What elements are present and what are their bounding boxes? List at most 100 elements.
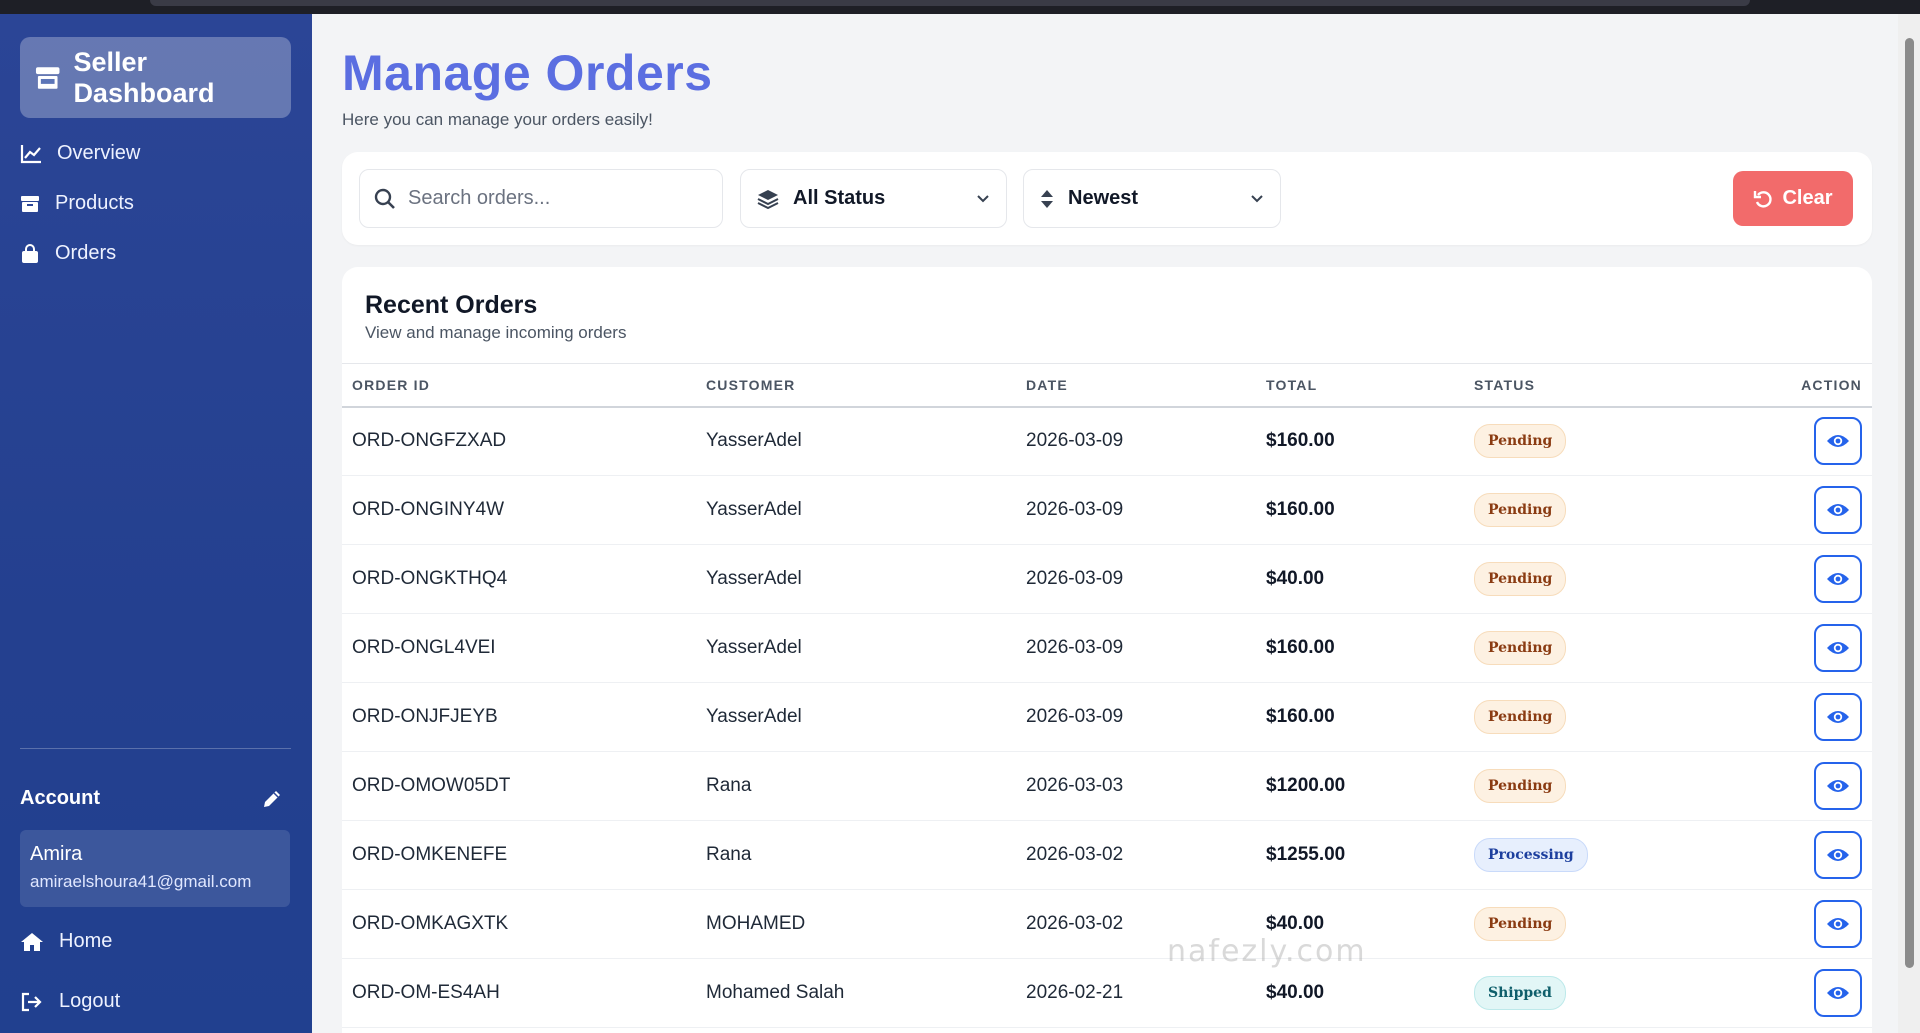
total-cell: $160.00 bbox=[1266, 499, 1335, 520]
status-badge: Pending bbox=[1474, 769, 1567, 803]
order-id-cell: ORD-ONJFJEYB bbox=[352, 706, 498, 727]
eye-icon bbox=[1827, 711, 1849, 723]
date-cell: 2026-02-21 bbox=[1026, 982, 1124, 1003]
sidebar-item-home[interactable]: Home bbox=[20, 930, 112, 953]
view-order-button[interactable] bbox=[1814, 762, 1862, 810]
eye-icon bbox=[1827, 849, 1849, 861]
orders-card: Recent Orders View and manage incoming o… bbox=[342, 267, 1872, 1033]
view-order-button[interactable] bbox=[1814, 555, 1862, 603]
view-order-button[interactable] bbox=[1814, 969, 1862, 1017]
search-input[interactable] bbox=[408, 187, 708, 210]
action-cell bbox=[1704, 614, 1872, 683]
scrollbar-thumb[interactable] bbox=[1905, 38, 1914, 968]
table-row[interactable]: ORD-OMKAGXTK MOHAMED 2026-03-02 $40.00 Pendi… bbox=[342, 890, 1872, 959]
customer-cell: Rana bbox=[706, 775, 752, 796]
sidebar-item-products[interactable]: Products bbox=[20, 192, 134, 215]
order-id-cell: ORD-OMOW05DT bbox=[352, 775, 511, 796]
sidebar-item-label: Products bbox=[55, 192, 134, 214]
table-row[interactable]: ORD-ONGINY4W YasserAdel 2026-03-09 $160.00 P… bbox=[342, 476, 1872, 545]
status-cell: Pending bbox=[1464, 890, 1704, 959]
table-row[interactable]: ORD-ONJFJEYB YasserAdel 2026-03-09 $160.00 P… bbox=[342, 683, 1872, 752]
date-cell: 2026-03-09 bbox=[1026, 430, 1124, 452]
table-row[interactable]: ORD-OMOW05DT Rana 2026-03-03 $1200.00 Pendin… bbox=[342, 752, 1872, 821]
status-cell: Pending bbox=[1464, 752, 1704, 821]
column-header-order-id[interactable]: ORDER ID bbox=[352, 376, 431, 393]
customer-cell: MOHAMED bbox=[706, 913, 806, 934]
action-cell bbox=[1704, 545, 1872, 614]
view-order-button[interactable] bbox=[1814, 831, 1862, 879]
chevron-down-icon bbox=[1251, 194, 1263, 202]
date-cell: 2026-03-03 bbox=[1026, 775, 1124, 796]
sidebar-item-orders[interactable]: Orders bbox=[20, 242, 116, 265]
pencil-icon[interactable] bbox=[261, 788, 283, 810]
order-id-cell: ORD-ONGINY4W bbox=[352, 499, 504, 520]
view-order-button[interactable] bbox=[1814, 900, 1862, 948]
chevron-down-icon bbox=[977, 194, 989, 202]
customer-cell: Rana bbox=[706, 844, 752, 865]
customer-cell: YasserAdel bbox=[706, 430, 802, 452]
sidebar-item-label: Home bbox=[59, 930, 113, 952]
status-cell: Pending bbox=[1464, 545, 1704, 614]
action-cell bbox=[1704, 407, 1872, 476]
status-cell: Pending bbox=[1464, 407, 1704, 476]
column-header-customer[interactable]: CUSTOMER bbox=[706, 376, 796, 393]
account-header: Account bbox=[20, 787, 291, 810]
view-order-button[interactable] bbox=[1814, 486, 1862, 534]
shopping-bag-icon bbox=[22, 243, 38, 263]
eye-icon bbox=[1827, 918, 1849, 930]
account-title: Account bbox=[20, 787, 100, 809]
date-cell: 2026-03-02 bbox=[1026, 913, 1124, 934]
action-cell bbox=[1704, 821, 1872, 890]
brand-logo[interactable]: Seller Dashboard bbox=[20, 37, 291, 118]
view-order-button[interactable] bbox=[1814, 624, 1862, 672]
column-header-total[interactable]: TOTAL bbox=[1266, 376, 1318, 393]
status-badge: Pending bbox=[1474, 907, 1567, 941]
table-row[interactable]: ORD-ONGKTHQ4 YasserAdel 2026-03-09 $40.00 Pe… bbox=[342, 545, 1872, 614]
sidebar-item-label: Orders bbox=[55, 242, 117, 264]
status-cell: Shipped bbox=[1464, 959, 1704, 1028]
status-cell: Pending bbox=[1464, 683, 1704, 752]
status-filter-select[interactable]: All Status bbox=[740, 169, 1007, 228]
status-badge: Pending bbox=[1474, 631, 1567, 665]
table-row[interactable]: ORD-OM-ES4AH Mohamed Salah 2026-02-21 $40.0… bbox=[342, 959, 1872, 1028]
total-cell: $160.00 bbox=[1266, 430, 1335, 452]
sort-select[interactable]: Newest bbox=[1023, 169, 1281, 228]
table-row[interactable]: ORD-ONGFZXAD YasserAdel 2026-03-09 $160.00 P… bbox=[342, 407, 1872, 476]
sidebar-item-label: Logout bbox=[59, 990, 121, 1012]
sidebar-item-overview[interactable]: Overview bbox=[20, 142, 140, 165]
page-title: Manage Orders bbox=[342, 45, 713, 101]
total-cell: $1200.00 bbox=[1266, 775, 1346, 796]
sidebar-item-logout[interactable]: Logout bbox=[20, 990, 120, 1013]
order-id-cell: ORD-ONGL4VEI bbox=[352, 637, 496, 658]
account-name: Amira bbox=[30, 843, 83, 865]
table-row[interactable]: ORD-ONGL4VEI YasserAdel 2026-03-09 $160.00 P… bbox=[342, 614, 1872, 683]
clear-label: Clear bbox=[1782, 187, 1833, 209]
orders-table-body: ORD-ONGFZXAD YasserAdel 2026-03-09 $160.00 P… bbox=[342, 407, 1872, 1028]
action-cell bbox=[1704, 476, 1872, 545]
date-cell: 2026-03-09 bbox=[1026, 499, 1124, 520]
filter-bar: All Status Newest Clear bbox=[342, 152, 1872, 245]
date-cell: 2026-03-09 bbox=[1026, 637, 1124, 658]
chart-line-icon bbox=[20, 144, 41, 163]
sidebar-divider bbox=[20, 748, 291, 749]
view-order-button[interactable] bbox=[1814, 417, 1862, 466]
layers-icon bbox=[757, 189, 779, 209]
account-email: amiraelshoura41@gmail.com bbox=[30, 872, 252, 891]
total-cell: $160.00 bbox=[1266, 637, 1335, 658]
table-header-row: ORDER ID CUSTOMER DATE TOTAL STATUS ACTI… bbox=[342, 363, 1872, 407]
table-row[interactable]: ORD-OMKENEFE Rana 2026-03-02 $1255.00 Proces… bbox=[342, 821, 1872, 890]
orders-title: Recent Orders bbox=[365, 291, 538, 319]
column-header-date[interactable]: DATE bbox=[1026, 376, 1068, 393]
status-filter-value: All Status bbox=[793, 187, 886, 209]
page-scrollbar[interactable] bbox=[1898, 14, 1920, 1033]
action-cell bbox=[1704, 890, 1872, 959]
account-card: Amira amiraelshoura41@gmail.com bbox=[20, 830, 290, 907]
clear-button[interactable]: Clear bbox=[1733, 171, 1853, 226]
sidebar-item-label: Overview bbox=[57, 142, 141, 164]
status-badge: Pending bbox=[1474, 493, 1567, 527]
eye-icon bbox=[1827, 642, 1849, 654]
customer-cell: YasserAdel bbox=[706, 637, 802, 658]
view-order-button[interactable] bbox=[1814, 693, 1862, 741]
column-header-status[interactable]: STATUS bbox=[1474, 376, 1536, 393]
order-id-cell: ORD-ONGFZXAD bbox=[352, 430, 507, 452]
